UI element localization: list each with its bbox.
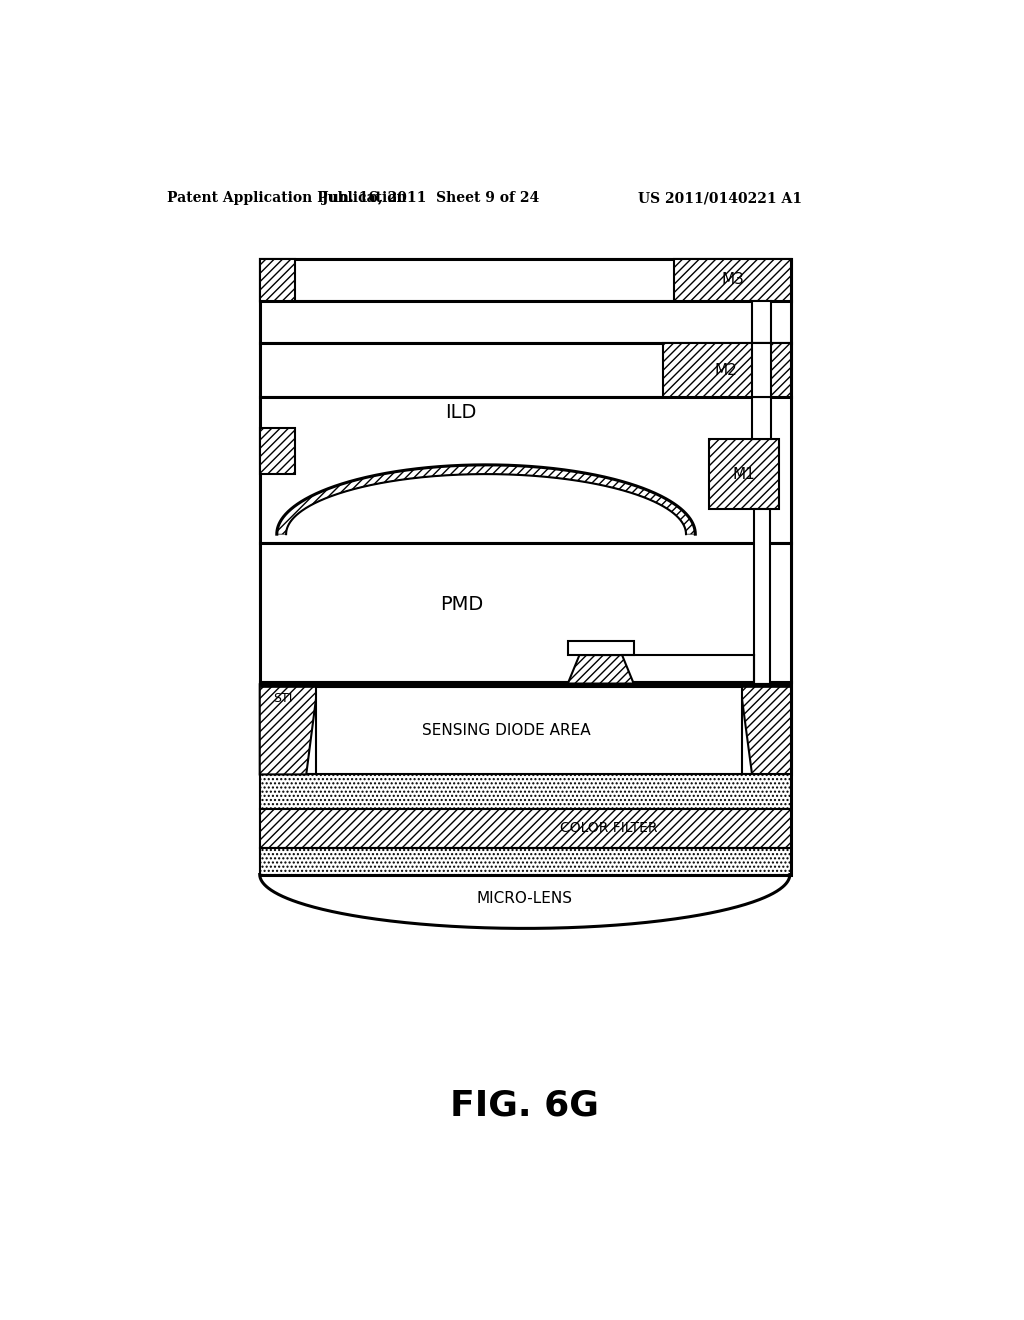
Bar bbox=[260, 259, 295, 301]
Bar bbox=[710, 440, 779, 508]
Bar bbox=[316, 686, 741, 775]
Bar bbox=[752, 301, 771, 343]
Bar bbox=[260, 847, 791, 875]
Text: MICRO-LENS: MICRO-LENS bbox=[477, 891, 572, 907]
Bar bbox=[260, 682, 791, 686]
Polygon shape bbox=[260, 684, 317, 775]
Bar bbox=[260, 775, 791, 809]
Bar bbox=[260, 809, 791, 847]
Bar bbox=[260, 397, 791, 544]
Bar bbox=[568, 642, 634, 655]
Polygon shape bbox=[568, 655, 634, 684]
Text: SENSING DIODE AREA: SENSING DIODE AREA bbox=[422, 723, 590, 738]
Bar bbox=[260, 259, 791, 301]
Bar bbox=[260, 301, 791, 343]
Bar bbox=[755, 508, 770, 684]
Bar bbox=[260, 259, 791, 875]
Text: M1: M1 bbox=[733, 466, 756, 482]
Text: Jun. 16, 2011  Sheet 9 of 24: Jun. 16, 2011 Sheet 9 of 24 bbox=[322, 191, 539, 206]
Bar bbox=[752, 397, 771, 440]
Text: US 2011/0140221 A1: US 2011/0140221 A1 bbox=[638, 191, 802, 206]
Text: ILD: ILD bbox=[445, 403, 477, 422]
Polygon shape bbox=[276, 465, 695, 535]
Bar bbox=[260, 682, 791, 775]
Text: COLOR FILTER: COLOR FILTER bbox=[560, 821, 657, 836]
Bar bbox=[260, 343, 791, 397]
Text: PMD: PMD bbox=[439, 595, 483, 615]
Text: FIG. 6G: FIG. 6G bbox=[451, 1089, 599, 1122]
Text: M3: M3 bbox=[721, 272, 744, 288]
Bar bbox=[260, 428, 295, 474]
Text: STI: STI bbox=[273, 692, 293, 705]
Bar bbox=[752, 343, 771, 397]
Polygon shape bbox=[740, 684, 791, 775]
Bar bbox=[675, 259, 791, 301]
Bar bbox=[663, 343, 791, 397]
Bar bbox=[260, 544, 791, 682]
Text: Patent Application Publication: Patent Application Publication bbox=[167, 191, 407, 206]
Text: M2: M2 bbox=[715, 363, 737, 378]
